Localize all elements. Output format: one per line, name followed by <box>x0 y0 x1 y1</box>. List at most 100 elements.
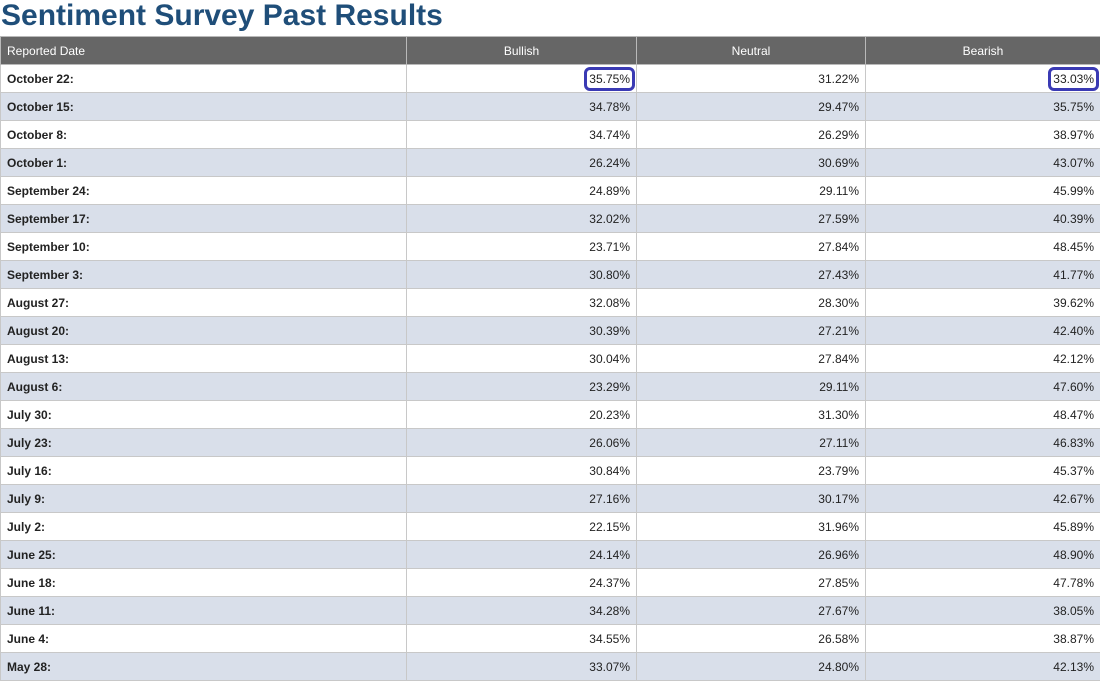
table-row: October 8: 34.74% 26.29% 38.97% <box>0 120 1100 149</box>
cell-reported-date: September 3: <box>0 260 407 289</box>
cell-neutral: 27.85% <box>636 568 866 597</box>
header-bullish: Bullish <box>406 36 637 65</box>
table-row: August 6: 23.29% 29.11% 47.60% <box>0 372 1100 401</box>
cell-bullish: 26.06% <box>406 428 637 457</box>
cell-reported-date: August 20: <box>0 316 407 345</box>
cell-bullish: 34.78% <box>406 92 637 121</box>
cell-neutral: 29.11% <box>636 372 866 401</box>
table-row: September 3: 30.80% 27.43% 41.77% <box>0 260 1100 289</box>
cell-reported-date: September 10: <box>0 232 407 261</box>
cell-neutral: 27.84% <box>636 344 866 373</box>
cell-neutral: 31.22% <box>636 64 866 93</box>
cell-bearish: 46.83% <box>865 428 1100 457</box>
table-row: October 15: 34.78% 29.47% 35.75% <box>0 92 1100 121</box>
cell-neutral: 27.43% <box>636 260 866 289</box>
cell-bullish: 24.37% <box>406 568 637 597</box>
cell-bullish: 34.28% <box>406 596 637 625</box>
cell-neutral: 26.58% <box>636 624 866 653</box>
cell-reported-date: July 9: <box>0 484 407 513</box>
page-title: Sentiment Survey Past Results <box>1 0 443 32</box>
cell-bullish: 26.24% <box>406 148 637 177</box>
cell-bullish: 27.16% <box>406 484 637 513</box>
cell-bullish: 35.75% <box>406 64 637 93</box>
cell-reported-date: June 11: <box>0 596 407 625</box>
cell-bullish: 23.71% <box>406 232 637 261</box>
cell-bearish: 47.78% <box>865 568 1100 597</box>
cell-bullish: 30.04% <box>406 344 637 373</box>
header-neutral: Neutral <box>636 36 866 65</box>
cell-neutral: 26.29% <box>636 120 866 149</box>
cell-neutral: 24.80% <box>636 652 866 681</box>
table-row: September 10: 23.71% 27.84% 48.45% <box>0 232 1100 261</box>
table-row: August 13: 30.04% 27.84% 42.12% <box>0 344 1100 373</box>
cell-reported-date: October 22: <box>0 64 407 93</box>
cell-bearish: 40.39% <box>865 204 1100 233</box>
table-row: July 2: 22.15% 31.96% 45.89% <box>0 512 1100 541</box>
cell-neutral: 27.67% <box>636 596 866 625</box>
cell-neutral: 27.84% <box>636 232 866 261</box>
cell-neutral: 31.30% <box>636 400 866 429</box>
cell-reported-date: June 4: <box>0 624 407 653</box>
table-row: June 25: 24.14% 26.96% 48.90% <box>0 540 1100 569</box>
table-row: July 23: 26.06% 27.11% 46.83% <box>0 428 1100 457</box>
cell-reported-date: August 6: <box>0 372 407 401</box>
cell-neutral: 31.96% <box>636 512 866 541</box>
cell-bullish: 30.80% <box>406 260 637 289</box>
table-row: June 4: 34.55% 26.58% 38.87% <box>0 624 1100 653</box>
cell-bearish: 38.05% <box>865 596 1100 625</box>
cell-bearish: 45.37% <box>865 456 1100 485</box>
cell-bullish: 24.89% <box>406 176 637 205</box>
cell-bullish: 32.08% <box>406 288 637 317</box>
cell-bearish: 48.47% <box>865 400 1100 429</box>
cell-bearish: 42.12% <box>865 344 1100 373</box>
cell-bearish: 41.77% <box>865 260 1100 289</box>
cell-bullish: 34.55% <box>406 624 637 653</box>
cell-neutral: 27.11% <box>636 428 866 457</box>
header-bearish: Bearish <box>865 36 1100 65</box>
cell-reported-date: July 30: <box>0 400 407 429</box>
cell-bearish: 45.89% <box>865 512 1100 541</box>
cell-neutral: 29.47% <box>636 92 866 121</box>
cell-bullish: 30.39% <box>406 316 637 345</box>
table-body: October 22: 35.75% 31.22% 33.03% October 15:… <box>0 64 1100 681</box>
cell-reported-date: June 18: <box>0 568 407 597</box>
table-row: May 28: 33.07% 24.80% 42.13% <box>0 652 1100 681</box>
cell-neutral: 29.11% <box>636 176 866 205</box>
cell-bearish: 48.90% <box>865 540 1100 569</box>
highlighted-value: 35.75% <box>584 66 635 91</box>
table-row: August 27: 32.08% 28.30% 39.62% <box>0 288 1100 317</box>
table-row: September 17: 32.02% 27.59% 40.39% <box>0 204 1100 233</box>
table-row: July 16: 30.84% 23.79% 45.37% <box>0 456 1100 485</box>
header-reported-date: Reported Date <box>0 36 407 65</box>
cell-bearish: 42.40% <box>865 316 1100 345</box>
cell-reported-date: June 25: <box>0 540 407 569</box>
cell-bullish: 32.02% <box>406 204 637 233</box>
sentiment-results-table: Reported Date Bullish Neutral Bearish Oc… <box>0 36 1100 681</box>
cell-reported-date: October 8: <box>0 120 407 149</box>
cell-bullish: 23.29% <box>406 372 637 401</box>
table-row: June 18: 24.37% 27.85% 47.78% <box>0 568 1100 597</box>
cell-bearish: 42.13% <box>865 652 1100 681</box>
cell-reported-date: September 17: <box>0 204 407 233</box>
cell-bearish: 39.62% <box>865 288 1100 317</box>
cell-bearish: 45.99% <box>865 176 1100 205</box>
cell-bearish: 47.60% <box>865 372 1100 401</box>
cell-bullish: 20.23% <box>406 400 637 429</box>
cell-reported-date: October 1: <box>0 148 407 177</box>
table-row: October 1: 26.24% 30.69% 43.07% <box>0 148 1100 177</box>
cell-reported-date: July 2: <box>0 512 407 541</box>
cell-neutral: 28.30% <box>636 288 866 317</box>
table-row: October 22: 35.75% 31.22% 33.03% <box>0 64 1100 93</box>
cell-reported-date: September 24: <box>0 176 407 205</box>
cell-bearish: 43.07% <box>865 148 1100 177</box>
table-row: July 9: 27.16% 30.17% 42.67% <box>0 484 1100 513</box>
table-row: August 20: 30.39% 27.21% 42.40% <box>0 316 1100 345</box>
cell-bullish: 24.14% <box>406 540 637 569</box>
table-header-row: Reported Date Bullish Neutral Bearish <box>0 36 1100 65</box>
table-row: September 24: 24.89% 29.11% 45.99% <box>0 176 1100 205</box>
cell-reported-date: July 23: <box>0 428 407 457</box>
cell-reported-date: May 28: <box>0 652 407 681</box>
cell-neutral: 27.21% <box>636 316 866 345</box>
cell-bullish: 30.84% <box>406 456 637 485</box>
cell-neutral: 26.96% <box>636 540 866 569</box>
